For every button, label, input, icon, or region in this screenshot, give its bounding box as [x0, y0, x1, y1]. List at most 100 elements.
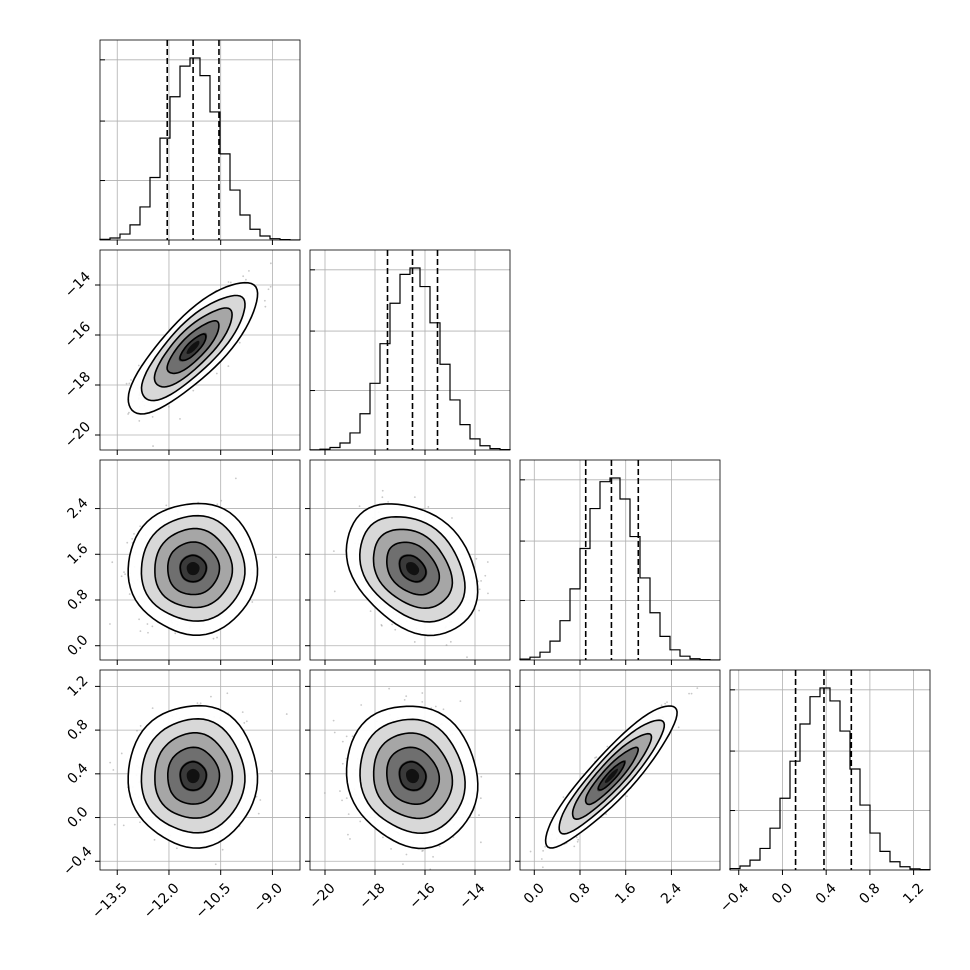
scatter-point — [151, 415, 154, 418]
contour-line-1 — [140, 514, 246, 622]
scatter-point — [153, 838, 156, 841]
contour-line-4 — [398, 554, 427, 583]
scatter-point — [421, 692, 424, 694]
panel-frame — [309, 249, 511, 451]
scatter-point — [120, 752, 123, 755]
scatter-point — [351, 735, 354, 738]
scatter-point — [577, 838, 580, 841]
panel-2-1 — [305, 459, 511, 665]
contour-line-0 — [345, 503, 479, 637]
scatter-point — [484, 574, 487, 577]
scatter-point — [238, 341, 241, 344]
xtick-label-2-0: 0.0 — [521, 880, 548, 907]
scatter-point — [216, 503, 219, 506]
xtick-label-0-3: −9.0 — [251, 880, 286, 915]
contour-line-4 — [179, 333, 207, 362]
scatter-point — [137, 364, 140, 367]
scatter-point — [388, 687, 391, 690]
scatter-point — [403, 698, 406, 701]
scatter-point — [269, 262, 272, 265]
contour-line-2 — [153, 307, 233, 388]
contour-line-4 — [179, 554, 208, 583]
contour-line-4 — [179, 760, 208, 792]
scatter-point — [573, 845, 576, 848]
scatter-point — [449, 640, 452, 643]
scatter-point — [427, 506, 430, 508]
contour-line-2 — [154, 527, 234, 609]
panel-3-2: 0.0 0.8 1.6 2.4 — [515, 669, 721, 907]
xtick-label-1-2: −16 — [406, 880, 438, 912]
scatter-point — [152, 445, 154, 447]
scatter-point — [405, 853, 408, 856]
scatter-point — [347, 813, 350, 816]
histogram-3 — [729, 687, 931, 871]
contour-line-3 — [167, 541, 221, 596]
scatter-point — [529, 850, 532, 853]
scatter-point — [234, 477, 237, 480]
scatter-point — [212, 637, 215, 640]
scatter-point — [394, 628, 397, 631]
xtick-label-1-1: −18 — [356, 880, 388, 912]
scatter-point — [259, 799, 262, 801]
xtick-label-0-1: −12.0 — [141, 880, 183, 922]
scatter-point — [196, 702, 199, 704]
scatter-point — [696, 687, 699, 690]
scatter-point — [413, 496, 416, 499]
xtick-label-2-3: 2.4 — [658, 880, 685, 907]
scatter-point — [128, 593, 131, 595]
xtick-label-3-0: −0.4 — [717, 880, 752, 915]
panel-frame — [309, 669, 511, 871]
scatter-point — [381, 489, 384, 492]
panel-2-0: 0.0 0.8 1.6 2.4 — [64, 459, 301, 665]
contour-line-2 — [571, 732, 653, 821]
scatter-point — [221, 848, 224, 851]
panel-frame — [99, 249, 301, 451]
scatter-point — [417, 873, 419, 875]
scatter-point — [387, 500, 390, 503]
contour-line-3 — [584, 746, 640, 806]
density-fill-5 — [406, 562, 420, 576]
contour-line-2 — [372, 732, 454, 820]
scatter-point — [382, 836, 384, 839]
scatter-point — [360, 704, 363, 706]
scatter-point — [269, 285, 272, 288]
ytick-label-3-0: −0.4 — [60, 844, 95, 879]
scatter-point — [541, 866, 544, 869]
scatter-point — [245, 278, 247, 281]
scatter-point — [664, 702, 667, 705]
scatter-point — [369, 610, 372, 613]
scatter-point — [138, 420, 141, 422]
scatter-point — [666, 701, 668, 704]
contour-line-4 — [597, 760, 626, 791]
scatter-point — [413, 641, 416, 643]
panel-frame — [99, 669, 301, 871]
scatter-point — [332, 719, 335, 722]
scatter-point — [255, 795, 258, 798]
ytick-label-3-3: 0.8 — [64, 717, 91, 744]
density-fill-5 — [186, 562, 200, 576]
histogram-1 — [309, 267, 511, 451]
scatter-point — [123, 571, 125, 574]
scatter-point — [345, 797, 348, 800]
scatter-point — [606, 745, 609, 748]
scatter-point — [174, 632, 177, 635]
scatter-point — [341, 799, 343, 802]
scatter-point — [391, 623, 393, 626]
scatter-point — [479, 841, 482, 844]
scatter-point — [227, 281, 230, 283]
scatter-point — [575, 836, 578, 839]
scatter-point — [381, 496, 384, 499]
scatter-point — [480, 580, 482, 582]
scatter-point — [264, 305, 267, 308]
scatter-point — [120, 575, 123, 578]
panel-2-2 — [519, 459, 721, 665]
panel-frame — [519, 459, 721, 661]
scatter-point — [690, 692, 693, 695]
scatter-point — [241, 711, 244, 713]
ytick-label-2-2: 1.6 — [64, 541, 91, 568]
panel-frame — [99, 459, 301, 661]
xtick-label-2-1: 0.8 — [567, 880, 594, 907]
xtick-label-1-0: −20 — [306, 880, 338, 912]
panel-frame — [729, 669, 931, 871]
scatter-point — [455, 876, 457, 878]
